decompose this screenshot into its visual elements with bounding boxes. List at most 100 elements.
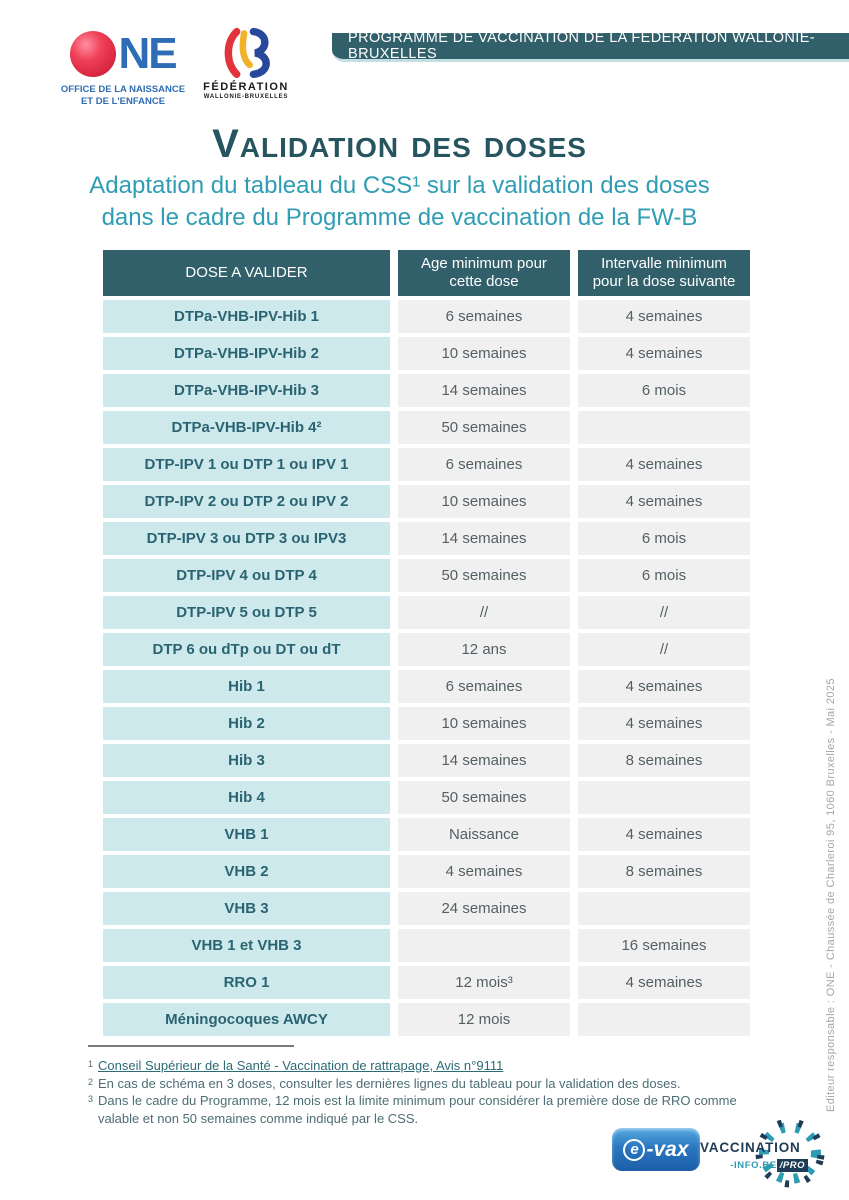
table-interval-cell: 4 semaines bbox=[578, 485, 750, 518]
table-header-interval: Intervalle minimum pour la dose suivante bbox=[578, 250, 750, 296]
table-age-cell: 14 semaines bbox=[398, 374, 570, 407]
table-age-cell: 50 semaines bbox=[398, 781, 570, 814]
table-interval-cell: 4 semaines bbox=[578, 337, 750, 370]
evax-logo: e -vax bbox=[612, 1128, 700, 1171]
table-interval-cell: 4 semaines bbox=[578, 300, 750, 333]
table-interval-cell: 4 semaines bbox=[578, 707, 750, 740]
one-logo-mark: NE bbox=[58, 28, 188, 80]
footnote-marker: 2 bbox=[88, 1076, 94, 1087]
dose-table: DOSE A VALIDER Age minimum pour cette do… bbox=[103, 250, 750, 1036]
footnote-line: 3 Dans le cadre du Programme, 12 mois est… bbox=[88, 1092, 760, 1127]
footnotes: 1 Conseil Supérieur de la Santé - Vaccina… bbox=[88, 1057, 760, 1127]
fwb-subtitle: WALLONIE-BRUXELLES bbox=[203, 94, 289, 100]
fwb-title: FÉDÉRATION bbox=[203, 81, 289, 93]
table-age-cell: Naissance bbox=[398, 818, 570, 851]
table-dose-cell: VHB 3 bbox=[103, 892, 390, 925]
table-dose-cell: DTP 6 ou dTp ou DT ou dT bbox=[103, 633, 390, 666]
page-subtitle: Adaptation du tableau du CSS¹ sur la val… bbox=[0, 170, 799, 235]
table-interval-cell: 4 semaines bbox=[578, 670, 750, 703]
page-title: Validation des doses bbox=[212, 122, 587, 166]
evax-label: -vax bbox=[646, 1137, 689, 1161]
table-dose-cell: DTPa-VHB-IPV-Hib 1 bbox=[103, 300, 390, 333]
table-interval-cell bbox=[578, 1003, 750, 1036]
header-banner: PROGRAMME DE VACCINATION DE LA FÉDÉRATIO… bbox=[332, 30, 849, 62]
table-dose-cell: Hib 2 bbox=[103, 707, 390, 740]
vaccination-logo-text: VACCINATION bbox=[700, 1140, 801, 1155]
vaccination-pro-badge: /PRO bbox=[776, 1159, 808, 1172]
table-interval-cell: 16 semaines bbox=[578, 929, 750, 962]
footnote-text: En cas de schéma en 3 doses, consulter l… bbox=[98, 1075, 681, 1091]
table-interval-cell bbox=[578, 892, 750, 925]
table-interval-cell: 8 semaines bbox=[578, 744, 750, 777]
table-dose-cell: DTP-IPV 5 ou DTP 5 bbox=[103, 596, 390, 629]
table-age-cell: 6 semaines bbox=[398, 670, 570, 703]
table-age-cell: 10 semaines bbox=[398, 485, 570, 518]
subtitle-line2: dans le cadre du Programme de vaccinatio… bbox=[101, 204, 698, 232]
table-age-cell: 10 semaines bbox=[398, 707, 570, 740]
subtitle-line1: Adaptation du tableau du CSS¹ sur la val… bbox=[89, 172, 710, 199]
footnote-link[interactable]: Conseil Supérieur de la Santé - Vaccinat… bbox=[98, 1058, 504, 1073]
table-dose-cell: Hib 1 bbox=[103, 670, 390, 703]
one-subtitle-line1: OFFICE DE LA NAISSANCE bbox=[60, 84, 186, 95]
table-age-cell: 24 semaines bbox=[398, 892, 570, 925]
footnote-divider bbox=[88, 1045, 294, 1047]
fwb-logo-icon bbox=[196, 26, 296, 78]
table-interval-cell bbox=[578, 411, 750, 444]
footnote-marker: 3 bbox=[88, 1094, 94, 1105]
table-age-cell: 14 semaines bbox=[398, 522, 570, 555]
one-subtitle-line2: ET DE L'ENFANCE bbox=[80, 95, 166, 107]
table-header-age: Age minimum pour cette dose bbox=[398, 250, 570, 296]
table-age-cell: 50 semaines bbox=[398, 559, 570, 592]
table-interval-cell bbox=[578, 781, 750, 814]
table-interval-cell: 6 mois bbox=[578, 522, 750, 555]
table-interval-cell: // bbox=[578, 633, 750, 666]
table-header-dose: DOSE A VALIDER bbox=[103, 250, 390, 296]
table-age-cell bbox=[398, 929, 570, 962]
table-dose-cell: DTPa-VHB-IPV-Hib 2 bbox=[103, 337, 390, 370]
table-interval-cell: 6 mois bbox=[578, 374, 750, 407]
table-age-cell: 12 ans bbox=[398, 633, 570, 666]
footnote-text: Dans le cadre du Programme, 12 mois est … bbox=[98, 1093, 737, 1126]
one-wordmark: NE bbox=[118, 29, 177, 78]
table-dose-cell: RRO 1 bbox=[103, 966, 390, 999]
table-age-cell: 10 semaines bbox=[398, 337, 570, 370]
table-dose-cell: Hib 3 bbox=[103, 744, 390, 777]
table-dose-cell: DTP-IPV 2 ou DTP 2 ou IPV 2 bbox=[103, 485, 390, 518]
table-dose-cell: DTP-IPV 1 ou DTP 1 ou IPV 1 bbox=[103, 448, 390, 481]
table-dose-cell: DTPa-VHB-IPV-Hib 4² bbox=[103, 411, 390, 444]
vaccination-info-logo: VACCINATION -INFO.BE/PRO bbox=[700, 1118, 825, 1188]
publisher-note: Editeur responsable : ONE - Chaussée de … bbox=[825, 678, 837, 1112]
table-age-cell: 6 semaines bbox=[398, 300, 570, 333]
table-interval-cell: 4 semaines bbox=[578, 818, 750, 851]
table-interval-cell: 8 semaines bbox=[578, 855, 750, 888]
footnote-line: 1 Conseil Supérieur de la Santé - Vaccina… bbox=[88, 1057, 760, 1075]
table-dose-cell: DTP-IPV 4 ou DTP 4 bbox=[103, 559, 390, 592]
table-age-cell: 12 mois bbox=[398, 1003, 570, 1036]
table-interval-cell: 4 semaines bbox=[578, 966, 750, 999]
footnote-marker: 1 bbox=[88, 1059, 94, 1069]
table-age-cell: 14 semaines bbox=[398, 744, 570, 777]
table-age-cell: 50 semaines bbox=[398, 411, 570, 444]
table-dose-cell: DTP-IPV 3 ou DTP 3 ou IPV3 bbox=[103, 522, 390, 555]
starburst-icon bbox=[755, 1118, 825, 1188]
table-dose-cell: VHB 1 et VHB 3 bbox=[103, 929, 390, 962]
table-dose-cell: Hib 4 bbox=[103, 781, 390, 814]
table-interval-cell: // bbox=[578, 596, 750, 629]
table-dose-cell: Méningocoques AWCY bbox=[103, 1003, 390, 1036]
footnote-line: 2 En cas de schéma en 3 doses, consulter … bbox=[88, 1075, 760, 1093]
one-logo: NE OFFICE DE LA NAISSANCE ET DE L'ENFANC… bbox=[58, 28, 188, 108]
table-age-cell: // bbox=[398, 596, 570, 629]
table-interval-cell: 6 mois bbox=[578, 559, 750, 592]
table-interval-cell: 4 semaines bbox=[578, 448, 750, 481]
banner-text: PROGRAMME DE VACCINATION DE LA FÉDÉRATIO… bbox=[348, 30, 816, 62]
vaccination-info-text: -INFO.BE bbox=[730, 1160, 777, 1171]
one-ball-icon bbox=[70, 31, 117, 77]
fwb-logo: FÉDÉRATION WALLONIE-BRUXELLES bbox=[196, 26, 296, 100]
evax-e-icon: e bbox=[623, 1138, 646, 1161]
table-age-cell: 12 mois³ bbox=[398, 966, 570, 999]
table-age-cell: 4 semaines bbox=[398, 855, 570, 888]
table-dose-cell: DTPa-VHB-IPV-Hib 3 bbox=[103, 374, 390, 407]
table-dose-cell: VHB 1 bbox=[103, 818, 390, 851]
table-age-cell: 6 semaines bbox=[398, 448, 570, 481]
